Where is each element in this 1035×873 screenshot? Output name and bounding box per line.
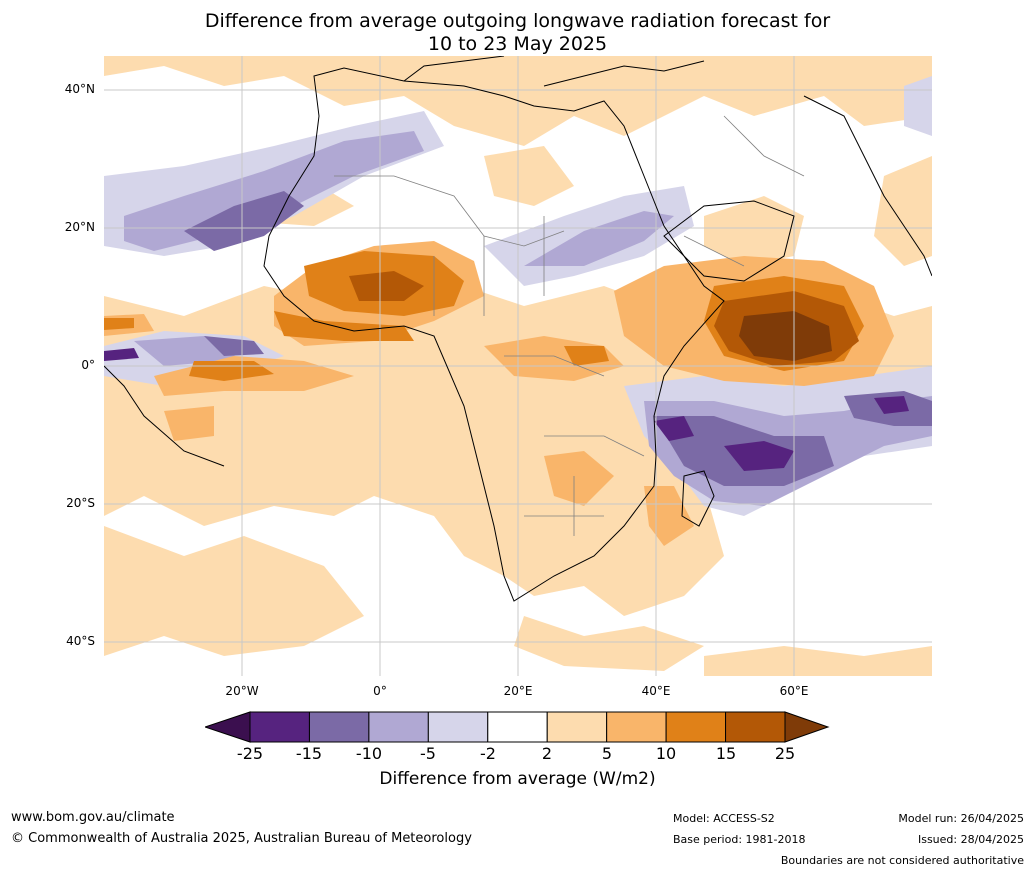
colorbar-tick: 10	[655, 744, 677, 763]
lat-label-40s: 40°S	[66, 634, 95, 648]
colorbar-tick: 2	[541, 744, 553, 763]
colorbar-box	[249, 711, 310, 743]
colorbar	[205, 711, 830, 743]
colorbar-title: Difference from average (W/m2)	[379, 769, 656, 789]
colorbar-box	[427, 711, 489, 743]
anomaly-map-svg	[104, 56, 932, 676]
lat-label-20s: 20°S	[66, 496, 95, 510]
colorbar-tick: -5	[420, 744, 436, 763]
colorbar-tick: -25	[236, 744, 264, 763]
colorbar-tick: -2	[480, 744, 496, 763]
colorbar-tick: 25	[774, 744, 796, 763]
lon-label-60e: 60°E	[779, 684, 809, 698]
footer-base-period: Base period: 1981-2018	[673, 833, 806, 846]
anomaly-gt25-patches	[739, 311, 832, 361]
map-title: Difference from average outgoing longwav…	[0, 10, 1035, 56]
colorbar-tick: -15	[295, 744, 323, 763]
colorbar-box	[546, 711, 608, 743]
footer-website: www.bom.gov.au/climate	[11, 810, 175, 825]
gridlines	[104, 56, 932, 676]
title-line-1: Difference from average outgoing longwav…	[204, 10, 831, 32]
map-canvas	[104, 56, 932, 676]
anomaly-neg15-neg25-patches	[104, 348, 909, 471]
colorbar-box	[665, 711, 727, 743]
colorbar-box	[368, 711, 429, 743]
footer-issued: Issued: 28/04/2025	[917, 833, 1024, 846]
lon-label-20e: 20°E	[503, 684, 533, 698]
lat-label-20n: 20°N	[64, 220, 95, 234]
colorbar-box	[487, 711, 548, 743]
colorbar-tick: 15	[715, 744, 737, 763]
colorbar-box	[606, 711, 667, 743]
colorbar-tick: -10	[355, 744, 383, 763]
colorbar-box	[308, 711, 370, 743]
lon-label-40e: 40°E	[641, 684, 671, 698]
colorbar-box	[725, 711, 786, 743]
lon-label-0: 0°	[373, 684, 387, 698]
coastlines	[104, 56, 932, 602]
lat-label-0: 0°	[81, 358, 95, 372]
footer-disclaimer: Boundaries are not considered authoritat…	[780, 854, 1024, 867]
colorbar-max-extension	[784, 711, 830, 743]
colorbar-min-extension	[205, 711, 251, 743]
footer-model: Model: ACCESS-S2	[673, 812, 775, 825]
country-borders	[334, 115, 805, 536]
footer-model-run: Model run: 26/04/2025	[898, 812, 1024, 825]
lon-label-20w: 20°W	[225, 684, 259, 698]
colorbar-tick: 5	[601, 744, 613, 763]
title-line-2: 10 to 23 May 2025	[427, 33, 608, 55]
lat-label-40n: 40°N	[64, 82, 95, 96]
footer-copyright: © Commonwealth of Australia 2025, Austra…	[11, 831, 472, 846]
